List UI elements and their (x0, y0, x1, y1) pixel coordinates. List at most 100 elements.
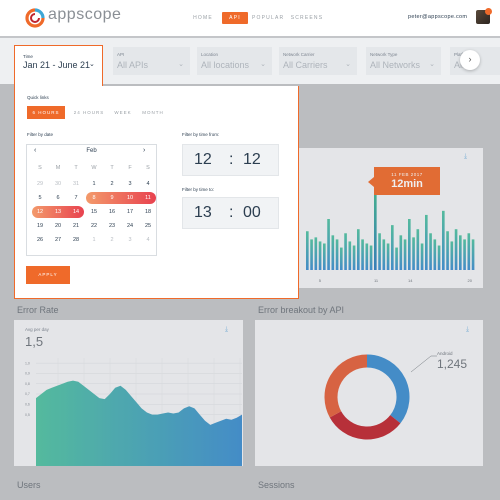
calendar-day[interactable]: 13 (54, 209, 62, 215)
calendar-day[interactable]: 21 (72, 223, 80, 229)
time-to-picker[interactable]: 13 : 00 (182, 197, 279, 229)
bar[interactable] (437, 245, 441, 270)
calendar-day[interactable]: 23 (108, 223, 116, 229)
chevron-left-icon[interactable]: ‹ (34, 147, 37, 154)
bar[interactable] (391, 225, 394, 270)
bar[interactable] (403, 239, 407, 270)
bar[interactable] (433, 239, 437, 270)
bar[interactable] (425, 214, 428, 270)
calendar-day[interactable]: 6 (56, 195, 60, 201)
apply-button[interactable]: APPLY (26, 266, 70, 284)
bar[interactable] (416, 229, 420, 270)
bar[interactable] (357, 229, 360, 270)
calendar-day[interactable]: 1 (92, 237, 96, 243)
calendar-day[interactable]: 2 (110, 237, 114, 243)
calendar-day[interactable]: 5 (38, 195, 42, 201)
quick-link-month[interactable]: MONTH (142, 110, 164, 115)
calendar-day[interactable]: 18 (144, 209, 152, 215)
calendar-day[interactable]: 19 (36, 223, 44, 229)
bar[interactable] (382, 239, 386, 270)
bar[interactable] (471, 239, 475, 270)
download-icon[interactable]: ⤓ (466, 326, 470, 333)
calendar-day[interactable]: 11 (145, 195, 151, 201)
api-filter[interactable]: API All APIs ⌄ (113, 47, 190, 75)
calendar-day[interactable]: 20 (54, 223, 62, 229)
calendar-day[interactable]: 1 (92, 181, 96, 187)
chevron-right-icon[interactable]: › (143, 147, 146, 154)
bar[interactable] (374, 188, 377, 270)
time-filter[interactable]: Time Jan 21 - June 21 ⌄ (14, 45, 103, 87)
time-to-minutes[interactable]: 00 (243, 204, 261, 221)
calendar-day[interactable]: 4 (146, 181, 150, 187)
bar[interactable] (408, 219, 411, 270)
calendar-day[interactable]: 31 (72, 181, 80, 187)
calendar-day[interactable]: 10 (126, 195, 134, 201)
calendar-day[interactable]: 24 (126, 223, 134, 229)
download-icon[interactable]: ⤓ (464, 153, 468, 160)
bar[interactable] (463, 239, 466, 270)
calendar-day[interactable]: 3 (128, 237, 132, 243)
time-from-minutes[interactable]: 12 (243, 151, 261, 168)
calendar-day[interactable]: 28 (72, 237, 80, 243)
calendar-day[interactable]: 4 (146, 237, 150, 243)
bar[interactable] (454, 229, 458, 270)
donut-slice[interactable] (366, 354, 410, 424)
bar[interactable] (344, 233, 347, 270)
bar[interactable] (318, 241, 322, 270)
bar[interactable] (331, 235, 335, 270)
calendar-day[interactable]: 27 (54, 237, 62, 243)
bar[interactable] (314, 237, 318, 270)
donut-slice[interactable] (324, 354, 368, 418)
calendar-day[interactable]: 17 (126, 209, 134, 215)
bar[interactable] (348, 241, 352, 270)
download-icon[interactable]: ⤓ (225, 326, 229, 333)
nav-api[interactable]: API (222, 12, 248, 24)
calendar-day[interactable]: 8 (92, 195, 96, 201)
calendar-day[interactable]: 7 (74, 195, 78, 201)
bar[interactable] (361, 239, 364, 270)
bar[interactable] (399, 235, 403, 270)
bar[interactable] (395, 247, 398, 270)
bar[interactable] (323, 243, 326, 270)
bar[interactable] (306, 231, 309, 270)
bar[interactable] (412, 237, 415, 270)
calendar-day[interactable]: 29 (36, 181, 44, 187)
calendar-day[interactable]: 14 (72, 209, 80, 215)
bar[interactable] (420, 243, 424, 270)
notification-badge[interactable] (485, 8, 492, 15)
user-email[interactable]: peter@appscope.com (408, 14, 468, 20)
bar[interactable] (378, 233, 381, 270)
bar[interactable] (429, 233, 432, 270)
calendar-day[interactable]: 30 (54, 181, 62, 187)
quick-link-week[interactable]: WEEK (114, 110, 132, 115)
bar[interactable] (446, 231, 449, 270)
bar[interactable] (459, 235, 462, 270)
scroll-filters-right-button[interactable]: › (460, 50, 480, 70)
time-from-hours[interactable]: 12 (194, 151, 212, 168)
calendar-day[interactable]: 9 (110, 195, 114, 201)
carrier-filter[interactable]: Network Carrier All Carriers ⌄ (279, 47, 357, 75)
time-to-hours[interactable]: 13 (194, 204, 212, 221)
bar[interactable] (352, 245, 356, 270)
bar[interactable] (365, 243, 369, 270)
calendar-day[interactable]: 15 (90, 209, 98, 215)
bar[interactable] (327, 219, 330, 270)
time-from-picker[interactable]: 12 : 12 (182, 144, 279, 176)
bar[interactable] (450, 241, 454, 270)
calendar-day[interactable]: 3 (128, 181, 132, 187)
bar[interactable] (442, 210, 445, 270)
calendar-day[interactable]: 2 (110, 181, 114, 187)
nav-screens[interactable]: SCREENS (290, 15, 324, 21)
quick-link-24-hours[interactable]: 24 HOURS (73, 110, 105, 115)
nav-popular[interactable]: POPULAR (252, 15, 285, 21)
nav-home[interactable]: HOME (193, 15, 213, 21)
bar[interactable] (310, 239, 313, 270)
bar[interactable] (386, 243, 390, 270)
calendar-day[interactable]: 12 (36, 209, 44, 215)
network-type-filter[interactable]: Network Type All Networks ⌄ (366, 47, 441, 75)
donut-slice[interactable] (329, 410, 401, 440)
location-filter[interactable]: Location All locations ⌄ (197, 47, 272, 75)
calendar-day[interactable]: 25 (144, 223, 152, 229)
calendar-day[interactable]: 16 (108, 209, 116, 215)
bar[interactable] (335, 239, 339, 270)
